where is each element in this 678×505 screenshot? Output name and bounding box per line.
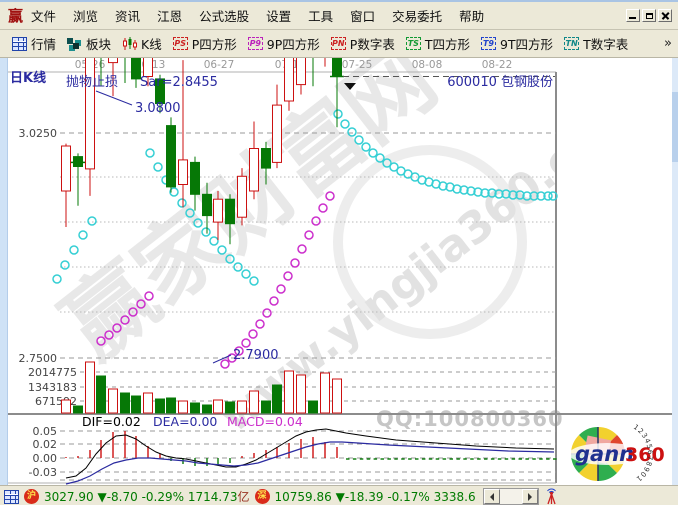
- svg-text:06-27: 06-27: [204, 59, 235, 71]
- svg-text:DEA=0.00: DEA=0.00: [153, 414, 217, 429]
- menu-item-9[interactable]: 帮助: [459, 9, 485, 24]
- scroll-left-button[interactable]: [483, 489, 500, 504]
- toolbar-item-label: P四方形: [191, 37, 237, 52]
- down-arrow-icon: ▼: [97, 490, 107, 504]
- toolbar-item-label: T数字表: [583, 37, 629, 52]
- shanghai-index-value: 3027.90 ▼-8.70 -0.29% 1714.73亿: [44, 490, 250, 504]
- toolbar-item-1[interactable]: 板块: [67, 34, 111, 53]
- toolbar-overflow-chevron[interactable]: »: [664, 36, 672, 51]
- menu-item-5[interactable]: 设置: [266, 9, 292, 24]
- minimize-button[interactable]: [626, 9, 640, 22]
- menu-item-1[interactable]: 浏览: [73, 9, 99, 24]
- blocks-icon: [67, 37, 82, 51]
- svg-text:600010 包钢股份: 600010 包钢股份: [447, 75, 553, 90]
- scroll-right-button[interactable]: [521, 489, 538, 504]
- index-ticker-scrollbar[interactable]: [482, 488, 539, 505]
- svg-text:MACD=0.04: MACD=0.04: [227, 414, 303, 429]
- sar-dots-cyan-projection: [333, 109, 558, 201]
- quotes-grid-icon[interactable]: [4, 489, 19, 504]
- menu-item-0[interactable]: 文件: [31, 9, 57, 24]
- toolbar-box-icon-ts: TS: [405, 37, 421, 50]
- shenzhen-index-icon[interactable]: 深: [254, 489, 270, 504]
- svg-text:抛物止损: 抛物止损: [66, 75, 118, 90]
- down-arrow-icon: ▼: [335, 489, 345, 504]
- window-controls: [626, 9, 672, 22]
- restore-button[interactable]: [642, 9, 656, 22]
- network-status-icon[interactable]: [544, 488, 559, 505]
- toolbar-item-2[interactable]: K线: [122, 34, 162, 53]
- toolbar-item-8[interactable]: TN T数字表: [564, 34, 628, 53]
- sar-dots-cyan-left: [52, 216, 97, 284]
- svg-text:08-22: 08-22: [482, 59, 513, 71]
- app-logo-icon: 赢: [8, 7, 24, 25]
- kline-icon: [122, 36, 138, 51]
- toolbar-box-icon-pn: PN: [330, 37, 346, 50]
- toolbar-item-label: K线: [141, 37, 162, 52]
- sar-dots-magenta-uptrend: [220, 191, 335, 369]
- svg-text:-0.03: -0.03: [29, 466, 57, 479]
- svg-text:3.0800: 3.0800: [135, 101, 181, 116]
- price-markers: [71, 75, 555, 164]
- menu-item-8[interactable]: 交易委托: [392, 9, 443, 24]
- svg-text:Sar=2.8455: Sar=2.8455: [140, 75, 218, 90]
- svg-text:日K线: 日K线: [10, 70, 46, 86]
- svg-text:2.7500: 2.7500: [19, 352, 58, 365]
- menu-item-6[interactable]: 工具: [308, 9, 334, 24]
- svg-text:3.0250: 3.0250: [19, 127, 58, 140]
- svg-text:2014775: 2014775: [28, 366, 77, 379]
- toolbar-item-label: T四方形: [424, 37, 470, 52]
- svg-text:gann: gann: [575, 442, 634, 466]
- svg-text:07-25: 07-25: [342, 59, 373, 71]
- candlesticks: [61, 58, 342, 245]
- menu-item-3[interactable]: 江恩: [157, 9, 183, 24]
- shenzhen-index-value: 10759.86 ▼-18.39 -0.17% 3338.6: [274, 489, 476, 504]
- right-scrollbar[interactable]: [672, 58, 678, 485]
- status-bar: 沪 3027.90 ▼-8.70 -0.29% 1714.73亿 深 10759…: [0, 485, 678, 505]
- toolbar-item-3[interactable]: PS P四方形: [172, 34, 237, 53]
- quotes-grid-icon: [12, 36, 27, 51]
- svg-text:08-08: 08-08: [412, 59, 443, 71]
- left-edge-strip: [0, 58, 8, 485]
- sar-dots-cyan-downtrend: [145, 148, 259, 286]
- toolbar-item-4[interactable]: P9 9P四方形: [247, 34, 320, 53]
- toolbar-box-icon-t9: T9: [480, 37, 496, 50]
- toolbar-item-6[interactable]: TS T四方形: [405, 34, 470, 53]
- svg-text:0.05: 0.05: [33, 425, 58, 438]
- toolbar-box-icon-tn: TN: [564, 37, 580, 50]
- toolbar-box-icon-ps: PS: [172, 37, 188, 50]
- svg-text:2.7900: 2.7900: [233, 348, 279, 363]
- svg-text:360: 360: [625, 444, 665, 466]
- toolbar-item-0[interactable]: 行情: [12, 34, 56, 53]
- sar-dots-magenta-early: [96, 291, 154, 346]
- volume-bars: [61, 361, 342, 414]
- toolbar-item-label: 9P四方形: [266, 37, 320, 52]
- menu-items: 文件 浏览 资讯 江恩 公式选股 设置 工具 窗口 交易委托 帮助: [31, 6, 626, 25]
- kline-chart-canvas[interactable]: 赢家财富网www.yingjia360.comQQ:10080036005-26…: [0, 58, 678, 485]
- svg-text:DIF=0.02: DIF=0.02: [82, 414, 141, 429]
- menu-bar: 赢 文件 浏览 资讯 江恩 公式选股 设置 工具 窗口 交易委托 帮助: [0, 2, 678, 30]
- annotations: 3.0800 2.7900 日K线 抛物止损 Sar=2.8455 600010 包钢股份: [10, 70, 553, 364]
- svg-text:0.02: 0.02: [33, 438, 58, 451]
- svg-text:1343183: 1343183: [28, 381, 77, 394]
- menu-item-7[interactable]: 窗口: [350, 9, 376, 24]
- shanghai-index-icon[interactable]: 沪: [24, 489, 39, 504]
- menu-item-2[interactable]: 资讯: [115, 9, 141, 24]
- toolbar-item-5[interactable]: PN P数字表: [330, 34, 395, 53]
- close-button[interactable]: [658, 9, 672, 22]
- toolbar-item-label: P数字表: [349, 37, 395, 52]
- menu-item-4[interactable]: 公式选股: [199, 9, 250, 24]
- svg-text:0.00: 0.00: [33, 452, 58, 465]
- toolbar-box-icon-p9: P9: [247, 37, 263, 50]
- toolbar: 行情 板块 K线 PS P四方形 P9 9P四方形 PN P数字表 TS T四方形 T9 9T四方形 TN…: [0, 30, 678, 58]
- axis-labels: 3.02502.7500201477513431836715920.050.02…: [19, 127, 78, 479]
- toolbar-item-label: 9T四方形: [499, 37, 554, 52]
- toolbar-item-7[interactable]: T9 9T四方形: [480, 34, 554, 53]
- toolbar-item-label: 行情: [31, 37, 57, 52]
- svg-text:QQ:100800360: QQ:100800360: [376, 407, 564, 431]
- macd-pane: DIF=0.02 DEA=0.00 MACD=0.04: [65, 414, 557, 485]
- gann360-logo: gann 360 1234567890123456789012: [564, 418, 678, 485]
- chart-body: 赢家财富网www.yingjia360.comQQ:10080036005-26…: [0, 58, 678, 485]
- toolbar-item-label: 板块: [86, 37, 112, 52]
